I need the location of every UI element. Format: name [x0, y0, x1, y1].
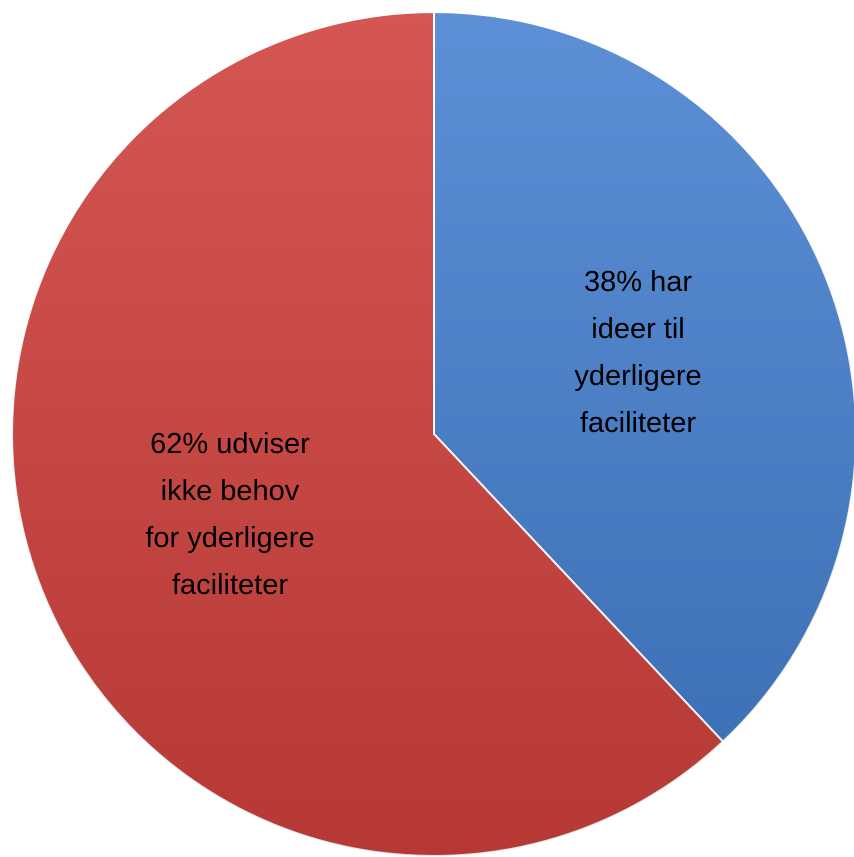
data-label: 38% har ideer til yderligere faciliteter [574, 266, 702, 440]
data-label: 62% udviser ikke behov for yderligere fa… [145, 427, 315, 601]
slice-shade [434, 12, 854, 742]
slice-shade [12, 12, 723, 857]
